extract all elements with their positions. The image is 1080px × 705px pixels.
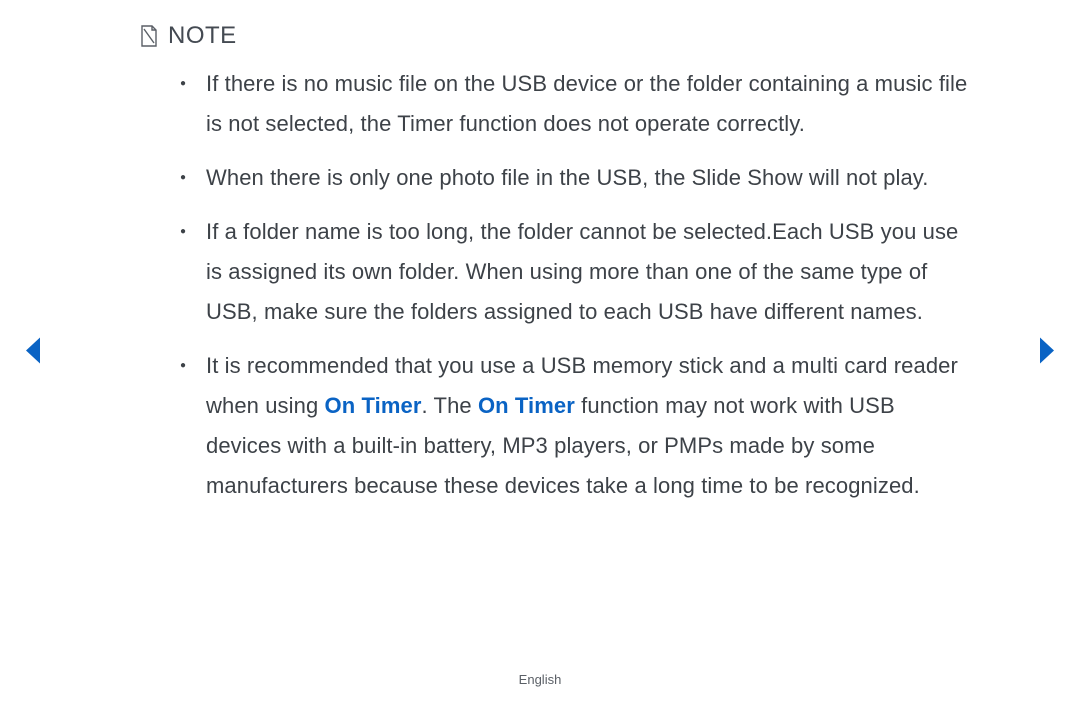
note-bullet-list: If there is no music file on the USB dev…: [140, 64, 970, 506]
bullet-text: If there is no music file on the USB dev…: [206, 71, 967, 136]
note-bullet: It is recommended that you use a USB mem…: [206, 346, 970, 506]
page-content: NOTE If there is no music file on the US…: [0, 0, 1080, 705]
note-bullet: When there is only one photo file in the…: [206, 158, 970, 198]
highlight-text: On Timer: [325, 393, 422, 418]
bullet-text: When there is only one photo file in the…: [206, 165, 929, 190]
bullet-text: . The: [422, 393, 478, 418]
nav-next-button[interactable]: [1038, 335, 1056, 370]
highlight-text: On Timer: [478, 393, 575, 418]
note-bullet: If there is no music file on the USB dev…: [206, 64, 970, 144]
note-bullet: If a folder name is too long, the folder…: [206, 212, 970, 332]
footer-language: English: [0, 672, 1080, 687]
note-label: NOTE: [168, 22, 237, 50]
bullet-text: If a folder name is too long, the folder…: [206, 219, 958, 324]
note-header: NOTE: [140, 22, 970, 50]
nav-prev-button[interactable]: [24, 335, 42, 370]
note-icon: [140, 25, 158, 47]
